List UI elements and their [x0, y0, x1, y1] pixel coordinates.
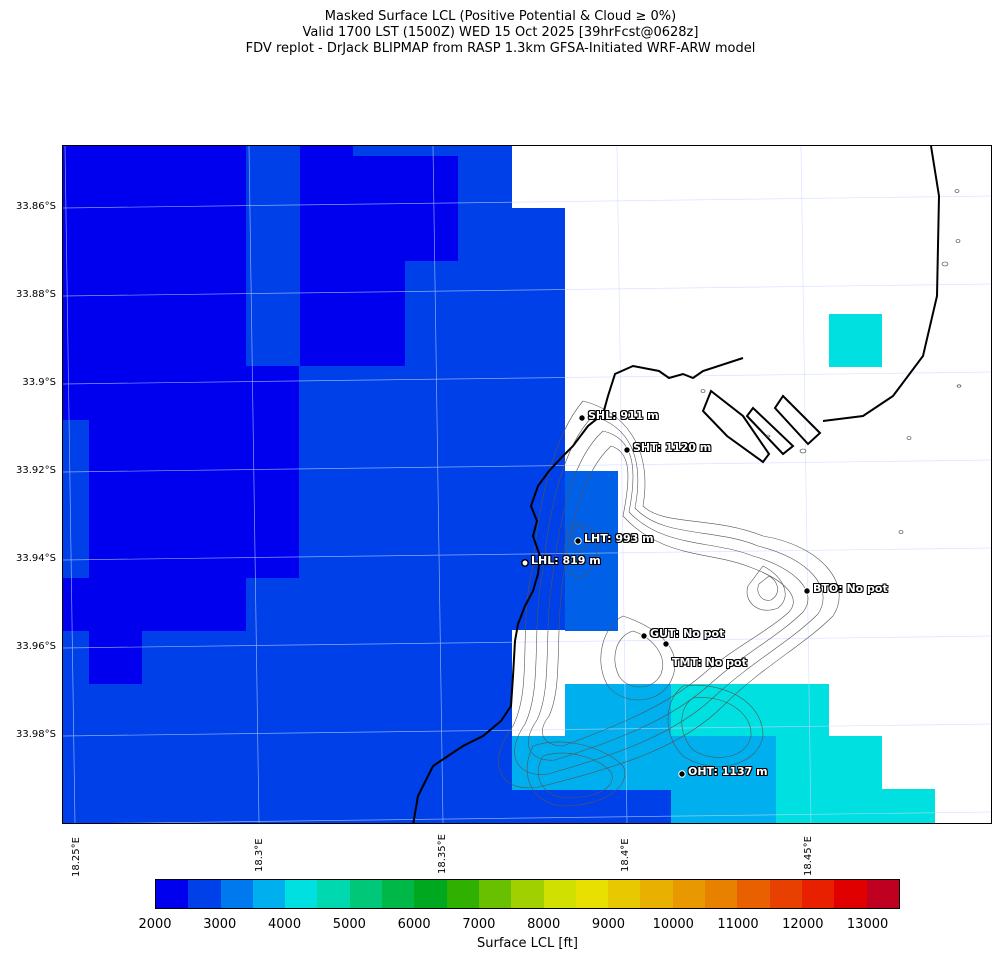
- station-label-shl: SHL: 911 m: [588, 409, 659, 422]
- lon-label: 18.25°E: [71, 837, 82, 877]
- colorbar-swatch: [769, 880, 802, 908]
- station-label-oht: OHT: 1137 m: [688, 765, 768, 778]
- lon-label: 18.35°E: [437, 834, 448, 874]
- colorbar-tick-label: 3000: [203, 917, 237, 932]
- colorbar-swatch: [737, 880, 770, 908]
- station-label-gut: GUT: No pot: [650, 627, 725, 640]
- lcl-field: [63, 146, 935, 823]
- colorbar-tick-label: 8000: [527, 917, 561, 932]
- lat-label: 33.86°S: [16, 201, 56, 212]
- station-label-lht: LHT: 993 m: [584, 532, 654, 545]
- lat-label: 33.98°S: [16, 729, 56, 740]
- colorbar-tick-label: 7000: [462, 917, 496, 932]
- colorbar-swatch: [801, 880, 835, 908]
- colorbar-swatch: [349, 880, 383, 908]
- lcl-cell-blue: [63, 420, 89, 578]
- colorbar-tick-label: 9000: [591, 917, 626, 932]
- colorbar-swatch: [511, 880, 544, 908]
- colorbar-tick-label: 12000: [782, 917, 824, 932]
- station-dot: [662, 640, 670, 648]
- colorbar-swatch: [834, 880, 867, 908]
- lat-label: 33.88°S: [16, 289, 56, 300]
- colorbar-swatch: [640, 880, 673, 908]
- graticule: [63, 146, 991, 823]
- colorbar-swatch: [478, 880, 512, 908]
- colorbar: [155, 879, 900, 909]
- colorbar-tick-label: 11000: [717, 917, 759, 932]
- lcl-cell-blue: [246, 146, 300, 314]
- station-dot: [578, 414, 586, 422]
- colorbar-swatch: [317, 880, 350, 908]
- lcl-cell-lightblue: [671, 736, 776, 823]
- lcl-cell-cyan: [776, 789, 935, 823]
- lcl-cell-blue: [512, 208, 565, 630]
- lat-label: 33.9°S: [22, 377, 56, 388]
- station-label-lhl: LHL: 819 m: [531, 554, 601, 567]
- colorbar-swatch: [575, 880, 609, 908]
- colorbar-tick-label: 2000: [138, 917, 172, 932]
- station-dot: [803, 587, 811, 595]
- lcl-cell-cyan: [671, 684, 829, 736]
- lcl-cell-dark: [194, 314, 246, 631]
- lat-label: 33.96°S: [16, 641, 56, 652]
- colorbar-tick-label: 4000: [268, 917, 302, 932]
- colorbar-tick-label: 10000: [652, 917, 694, 932]
- colorbar-swatch: [543, 880, 576, 908]
- station-dot: [521, 559, 529, 567]
- title-line-2: Valid 1700 LST (1500Z) WED 15 Oct 2025 […: [302, 25, 699, 40]
- colorbar-swatch: [414, 880, 447, 908]
- station-label-bto: BTO: No pot: [813, 582, 888, 595]
- lcl-cell-dark: [405, 156, 458, 261]
- station-dot: [574, 537, 582, 545]
- colorbar-tick-label: 6000: [397, 917, 431, 932]
- lon-label: 18.45°E: [803, 836, 814, 876]
- colorbar-swatch: [285, 880, 318, 908]
- map-panel: SHL: 911 m SHT: 1120 m LHT: 993 m LHL: 8…: [62, 145, 992, 824]
- station-dot: [623, 446, 631, 454]
- colorbar-swatch: [220, 880, 253, 908]
- coastline: [412, 146, 941, 823]
- station-dot: [640, 632, 648, 640]
- lcl-cell-blue: [353, 146, 458, 156]
- station-label-sht: SHT: 1120 m: [633, 441, 712, 454]
- title-line-3: FDV replot - DrJack BLIPMAP from RASP 1.…: [245, 41, 756, 56]
- lon-label: 18.4°E: [620, 838, 631, 872]
- title-line-1: Masked Surface LCL (Positive Potential &…: [324, 9, 677, 24]
- lat-label: 33.92°S: [16, 465, 56, 476]
- colorbar-swatch: [252, 880, 286, 908]
- colorbar-swatch: [866, 880, 899, 908]
- colorbar-label: Surface LCL [ft]: [477, 936, 578, 951]
- lcl-cell-cyan: [776, 736, 882, 789]
- lcl-cell-midblue: [565, 471, 618, 631]
- colorbar-swatch: [608, 880, 641, 908]
- colorbar-swatch: [672, 880, 706, 908]
- colorbar-swatch: [446, 880, 479, 908]
- lat-label: 33.94°S: [16, 553, 56, 564]
- station-dot: [678, 770, 686, 778]
- colorbar-swatch: [705, 880, 738, 908]
- terrain-contours: [498, 400, 840, 807]
- lcl-cell-cyan: [829, 314, 882, 367]
- colorbar-tick-label: 5000: [332, 917, 366, 932]
- lon-label: 18.3°E: [254, 838, 265, 872]
- station-label-tmt: TMT: No pot: [672, 656, 747, 669]
- lcl-cell-dark: [300, 156, 405, 366]
- map-canvas: [63, 146, 991, 823]
- colorbar-swatch: [156, 880, 189, 908]
- colorbar-swatch: [188, 880, 221, 908]
- lcl-cell-lightblue: [512, 736, 671, 790]
- station-markers: [521, 414, 811, 778]
- lcl-cell-dark: [89, 631, 142, 684]
- colorbar-swatch: [382, 880, 415, 908]
- colorbar-tick-label: 13000: [846, 917, 889, 932]
- coastal-rocks: [700, 189, 962, 534]
